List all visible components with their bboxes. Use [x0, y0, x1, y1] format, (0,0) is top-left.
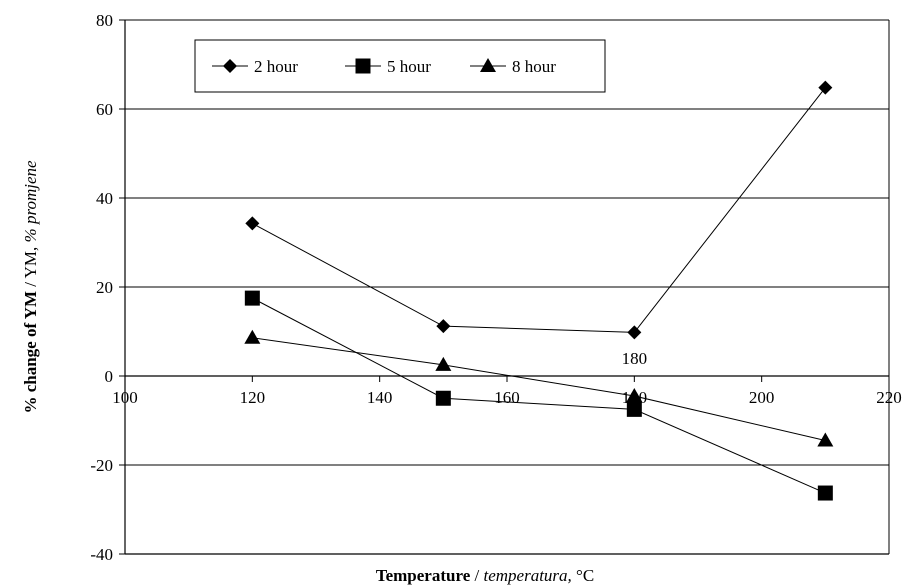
y-tick-label-80: 80: [96, 11, 113, 30]
series-group: [244, 80, 834, 501]
y-axis-label-bold: % change of YM: [21, 291, 40, 414]
legend-marker-0: [223, 59, 237, 73]
y-tick-labels: -40 -20 0 20 40 60 80: [90, 11, 113, 564]
axes: [119, 19, 890, 555]
data-point-8-hour-180: [626, 388, 643, 403]
x-tick-label-200: 200: [749, 388, 775, 407]
x-axis-label: Temperature / temperatura, °C: [376, 566, 594, 585]
data-point-2-hour-150: [436, 319, 451, 334]
y-axis-label: % change of YM / YM, % promjene: [21, 160, 40, 414]
annotation-0: 180: [622, 349, 648, 368]
series-line-2-hour: [252, 87, 826, 333]
x-axis-label-italic: temperatura,: [483, 566, 571, 585]
data-point-8-hour-150: [435, 356, 452, 371]
data-point-5-hour-210: [817, 485, 833, 501]
data-point-5-hour-150: [435, 390, 451, 406]
x-axis-label-sep: /: [470, 566, 483, 585]
data-point-2-hour-180: [627, 325, 642, 340]
x-axis-label-bold: Temperature: [376, 566, 471, 585]
data-point-8-hour-210: [817, 432, 834, 447]
x-tick-label-140: 140: [367, 388, 393, 407]
y-tick-label-0: 0: [105, 367, 114, 386]
x-axis-label-unit: °C: [572, 566, 594, 585]
x-tick-label-160: 160: [494, 388, 520, 407]
x-tick-labels: 100120140160180200220: [112, 388, 902, 407]
data-point-5-hour-180: [626, 401, 642, 417]
series-line-5-hour: [252, 297, 826, 494]
grid-lines: [125, 108, 889, 466]
data-point-2-hour-120: [245, 216, 260, 231]
x-tick-label-120: 120: [240, 388, 266, 407]
series-line-8-hour: [252, 337, 826, 442]
legend-label-2: 8 hour: [512, 57, 556, 76]
y-tick-label-20: 20: [96, 278, 113, 297]
data-point-2-hour-210: [818, 80, 833, 95]
legend-label-1: 5 hour: [387, 57, 431, 76]
y-tick-label-60: 60: [96, 100, 113, 119]
legend-marker-1: [355, 58, 371, 74]
annotations: 180: [622, 349, 648, 368]
y-axis-label-sep: / YM,: [21, 242, 40, 291]
y-tick-label--40: -40: [90, 545, 113, 564]
legend-item-5-hour: 5 hour: [345, 57, 431, 76]
legend-item-8-hour: 8 hour: [470, 57, 556, 76]
series-8-hour: [244, 329, 834, 447]
y-axis-label-italic: % promjene: [21, 160, 40, 242]
series-2-hour: [245, 80, 833, 340]
data-point-5-hour-120: [244, 290, 260, 306]
series-5-hour: [244, 290, 833, 501]
legend-label-0: 2 hour: [254, 57, 298, 76]
y-tick-label-40: 40: [96, 189, 113, 208]
legend: 2 hour 5 hour 8 hour: [194, 39, 606, 93]
legend-box: [194, 39, 606, 93]
x-tick-label-100: 100: [112, 388, 138, 407]
data-point-8-hour-120: [244, 329, 261, 344]
legend-item-2-hour: 2 hour: [212, 57, 298, 76]
y-tick-label--20: -20: [90, 456, 113, 475]
legend-marker-2: [480, 58, 496, 72]
x-tick-label-220: 220: [876, 388, 902, 407]
